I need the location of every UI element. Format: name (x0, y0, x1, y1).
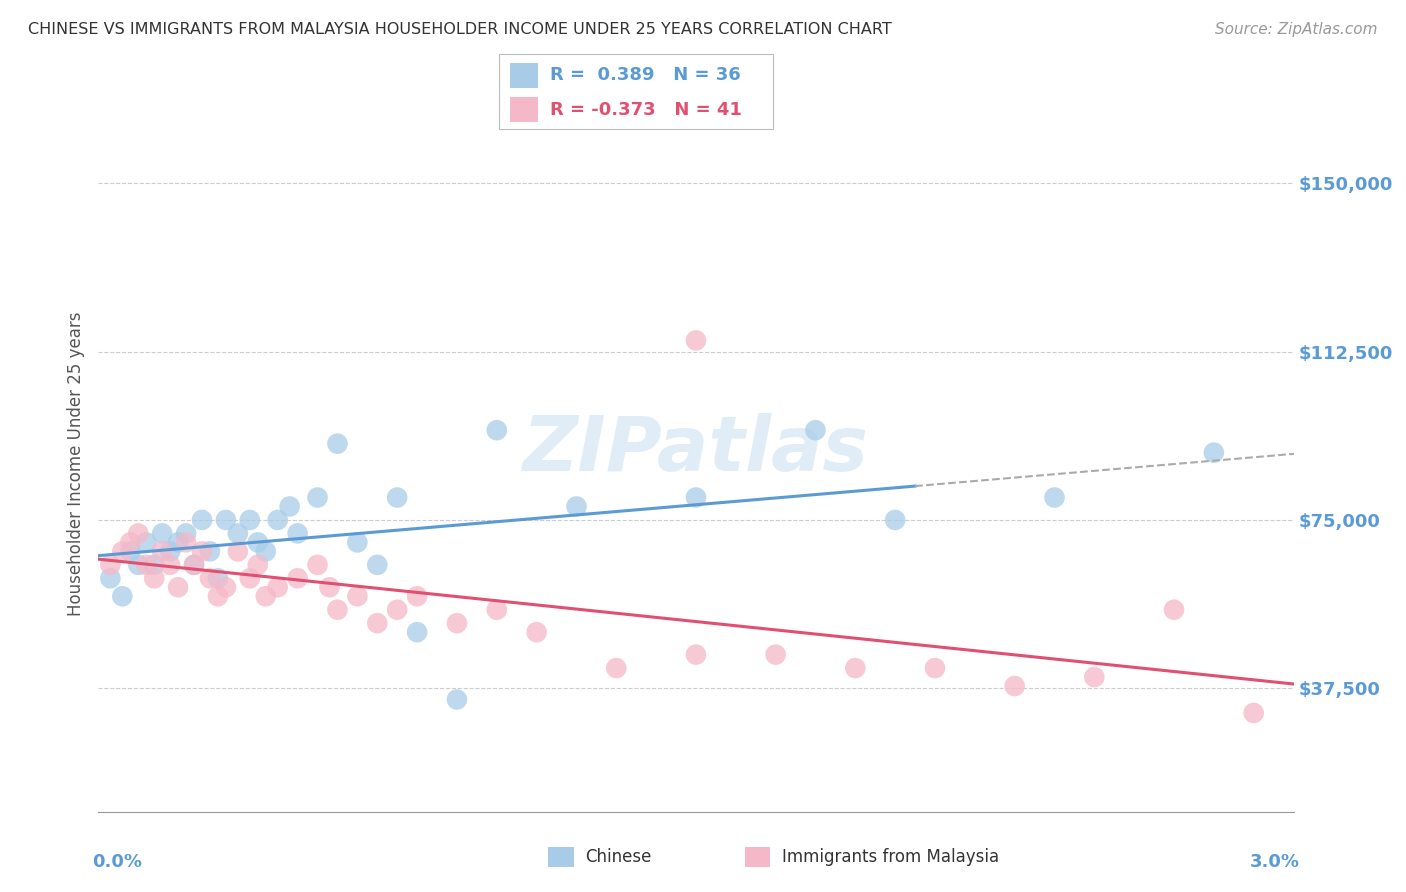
Point (150, 526, 173, 541)
Point (111, 589, 134, 603)
Point (1243, 706, 1265, 720)
Point (1043, 491, 1066, 505)
Point (1004, 679, 1026, 693)
Text: Source: ZipAtlas.com: Source: ZipAtlas.com (1215, 22, 1378, 37)
Text: Immigrants from Malaysia: Immigrants from Malaysia (782, 848, 998, 866)
Point (226, 526, 249, 541)
Point (385, 603, 409, 617)
Point (485, 423, 508, 437)
Point (183, 558, 205, 572)
Y-axis label: Householder Income Under 25 years: Householder Income Under 25 years (66, 311, 84, 616)
Point (287, 526, 309, 541)
Point (98, 558, 122, 572)
Point (685, 334, 707, 348)
Text: 3.0%: 3.0% (1250, 854, 1299, 871)
Point (267, 513, 290, 527)
Point (198, 544, 221, 558)
Text: R =  0.389   N = 36: R = 0.389 N = 36 (550, 66, 741, 84)
Point (246, 535, 269, 549)
Point (226, 544, 249, 558)
Point (150, 544, 173, 558)
Point (111, 544, 134, 558)
Point (143, 571, 166, 585)
Text: ZIPatlas: ZIPatlas (523, 413, 869, 487)
Point (1163, 603, 1185, 617)
Point (446, 692, 468, 706)
Point (254, 589, 277, 603)
Point (326, 436, 349, 450)
Point (159, 544, 181, 558)
Point (326, 603, 349, 617)
Point (446, 616, 468, 631)
Point (884, 513, 907, 527)
Point (174, 535, 197, 549)
Point (127, 558, 149, 572)
Point (685, 648, 707, 662)
Point (485, 603, 508, 617)
Point (385, 491, 409, 505)
Point (191, 544, 214, 558)
Point (127, 526, 149, 541)
Point (924, 661, 946, 675)
Point (526, 625, 548, 640)
Point (1083, 670, 1105, 684)
Point (346, 589, 368, 603)
Point (215, 513, 238, 527)
Point (565, 500, 588, 514)
Point (267, 580, 290, 594)
Point (198, 571, 221, 585)
Point (167, 535, 190, 549)
Point (215, 580, 238, 594)
Point (207, 571, 229, 585)
Text: CHINESE VS IMMIGRANTS FROM MALAYSIA HOUSEHOLDER INCOME UNDER 25 YEARS CORRELATIO: CHINESE VS IMMIGRANTS FROM MALAYSIA HOUS… (28, 22, 891, 37)
Text: 0.0%: 0.0% (93, 854, 142, 871)
Point (239, 571, 262, 585)
Point (246, 558, 269, 572)
Point (135, 535, 157, 549)
Point (191, 513, 214, 527)
Point (167, 580, 190, 594)
Point (143, 558, 166, 572)
Point (366, 558, 388, 572)
Point (307, 491, 329, 505)
Text: R = -0.373   N = 41: R = -0.373 N = 41 (550, 101, 741, 119)
Point (605, 661, 627, 675)
Point (685, 491, 707, 505)
Point (120, 535, 142, 549)
Point (98, 571, 122, 585)
Point (844, 661, 866, 675)
Point (406, 625, 429, 640)
Point (346, 535, 368, 549)
Point (1202, 445, 1225, 459)
Point (406, 589, 429, 603)
Point (287, 571, 309, 585)
Point (207, 589, 229, 603)
Point (183, 558, 205, 572)
Point (254, 544, 277, 558)
Point (239, 513, 262, 527)
Point (307, 558, 329, 572)
Point (804, 423, 827, 437)
Text: Chinese: Chinese (585, 848, 651, 866)
Point (135, 558, 157, 572)
Point (318, 580, 340, 594)
Point (174, 526, 197, 541)
Point (278, 500, 301, 514)
Point (366, 616, 388, 631)
Point (120, 544, 142, 558)
Point (159, 558, 181, 572)
Point (765, 648, 787, 662)
